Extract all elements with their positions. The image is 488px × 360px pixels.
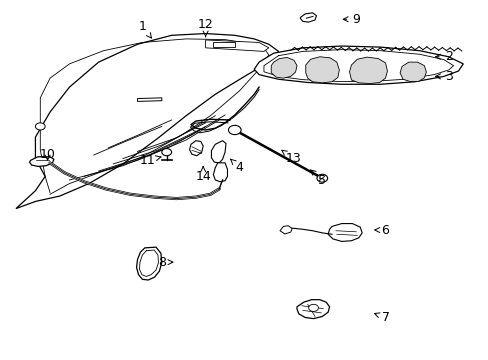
Polygon shape — [280, 226, 291, 234]
Polygon shape — [349, 57, 386, 84]
Circle shape — [228, 125, 241, 135]
Polygon shape — [271, 58, 296, 78]
Text: 4: 4 — [230, 159, 243, 174]
Polygon shape — [296, 300, 329, 319]
Polygon shape — [189, 141, 203, 156]
Polygon shape — [211, 141, 225, 163]
Text: 2: 2 — [435, 50, 452, 63]
Polygon shape — [30, 157, 54, 166]
Polygon shape — [137, 98, 162, 102]
Circle shape — [316, 174, 327, 182]
Text: 1: 1 — [138, 20, 151, 38]
Text: 10: 10 — [40, 148, 56, 162]
Circle shape — [35, 123, 45, 130]
Polygon shape — [300, 13, 316, 22]
Polygon shape — [305, 57, 339, 83]
Text: 9: 9 — [343, 13, 360, 26]
Text: 13: 13 — [281, 150, 301, 165]
FancyBboxPatch shape — [212, 42, 234, 47]
Text: 7: 7 — [374, 311, 389, 324]
Text: 6: 6 — [374, 224, 388, 237]
Polygon shape — [399, 62, 426, 81]
Polygon shape — [213, 163, 227, 182]
Circle shape — [308, 304, 318, 311]
Text: 14: 14 — [195, 167, 211, 183]
Circle shape — [162, 149, 171, 156]
Text: 11: 11 — [139, 154, 161, 167]
Polygon shape — [205, 40, 268, 51]
Polygon shape — [254, 46, 462, 84]
Text: 8: 8 — [158, 256, 173, 269]
Polygon shape — [327, 224, 362, 242]
Text: 3: 3 — [435, 70, 452, 83]
Text: 5: 5 — [310, 170, 325, 186]
Polygon shape — [136, 247, 162, 280]
Polygon shape — [16, 33, 278, 208]
Text: 12: 12 — [197, 18, 213, 37]
